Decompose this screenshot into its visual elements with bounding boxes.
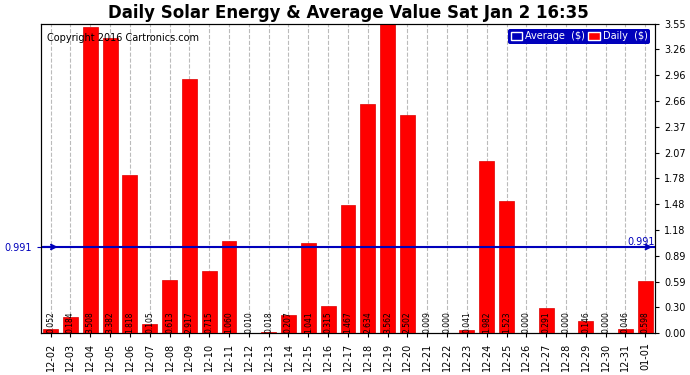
Text: 0.105: 0.105: [145, 311, 155, 333]
Bar: [499, 201, 514, 333]
Bar: [162, 280, 177, 333]
Text: 0.315: 0.315: [324, 311, 333, 333]
Text: 0.715: 0.715: [205, 311, 214, 333]
Text: 2.502: 2.502: [403, 311, 412, 333]
Bar: [340, 206, 355, 333]
Text: 0.146: 0.146: [581, 311, 591, 333]
Text: 2.917: 2.917: [185, 311, 194, 333]
Text: 0.184: 0.184: [66, 311, 75, 333]
Text: 1.060: 1.060: [224, 311, 233, 333]
Text: 0.207: 0.207: [284, 311, 293, 333]
Text: 3.508: 3.508: [86, 311, 95, 333]
Text: Copyright 2016 Cartronics.com: Copyright 2016 Cartronics.com: [47, 33, 199, 43]
Bar: [301, 243, 316, 333]
Text: 0.000: 0.000: [601, 310, 610, 333]
Text: 0.291: 0.291: [542, 311, 551, 333]
Text: 0.613: 0.613: [165, 311, 174, 333]
Text: 0.009: 0.009: [423, 310, 432, 333]
Text: 0.041: 0.041: [462, 311, 471, 333]
Bar: [103, 38, 117, 333]
Bar: [63, 317, 78, 333]
Bar: [578, 321, 593, 333]
Text: 1.818: 1.818: [126, 311, 135, 333]
Text: 0.010: 0.010: [244, 311, 253, 333]
Bar: [638, 281, 653, 333]
Legend: Average  ($), Daily  ($): Average ($), Daily ($): [508, 28, 650, 44]
Bar: [43, 329, 58, 333]
Text: 3.562: 3.562: [383, 311, 392, 333]
Bar: [480, 160, 494, 333]
Bar: [400, 115, 415, 333]
Bar: [380, 22, 395, 333]
Text: 0.018: 0.018: [264, 311, 273, 333]
Text: 0.052: 0.052: [46, 311, 55, 333]
Bar: [281, 315, 296, 333]
Text: 0.991: 0.991: [628, 237, 655, 247]
Text: 0.000: 0.000: [562, 310, 571, 333]
Bar: [321, 306, 335, 333]
Text: 1.523: 1.523: [502, 311, 511, 333]
Bar: [182, 79, 197, 333]
Bar: [460, 330, 474, 333]
Bar: [360, 104, 375, 333]
Text: 0.598: 0.598: [641, 311, 650, 333]
Bar: [262, 332, 276, 333]
Bar: [122, 175, 137, 333]
Title: Daily Solar Energy & Average Value Sat Jan 2 16:35: Daily Solar Energy & Average Value Sat J…: [108, 4, 589, 22]
Text: 0.000: 0.000: [522, 310, 531, 333]
Bar: [618, 329, 633, 333]
Bar: [83, 27, 98, 333]
Bar: [142, 324, 157, 333]
Text: 2.634: 2.634: [363, 311, 373, 333]
Bar: [539, 308, 553, 333]
Text: 1.982: 1.982: [482, 311, 491, 333]
Bar: [221, 241, 237, 333]
Text: 1.467: 1.467: [344, 311, 353, 333]
Text: 1.041: 1.041: [304, 311, 313, 333]
Text: 0.046: 0.046: [621, 310, 630, 333]
Text: 3.382: 3.382: [106, 311, 115, 333]
Bar: [201, 271, 217, 333]
Text: 0.000: 0.000: [442, 310, 451, 333]
